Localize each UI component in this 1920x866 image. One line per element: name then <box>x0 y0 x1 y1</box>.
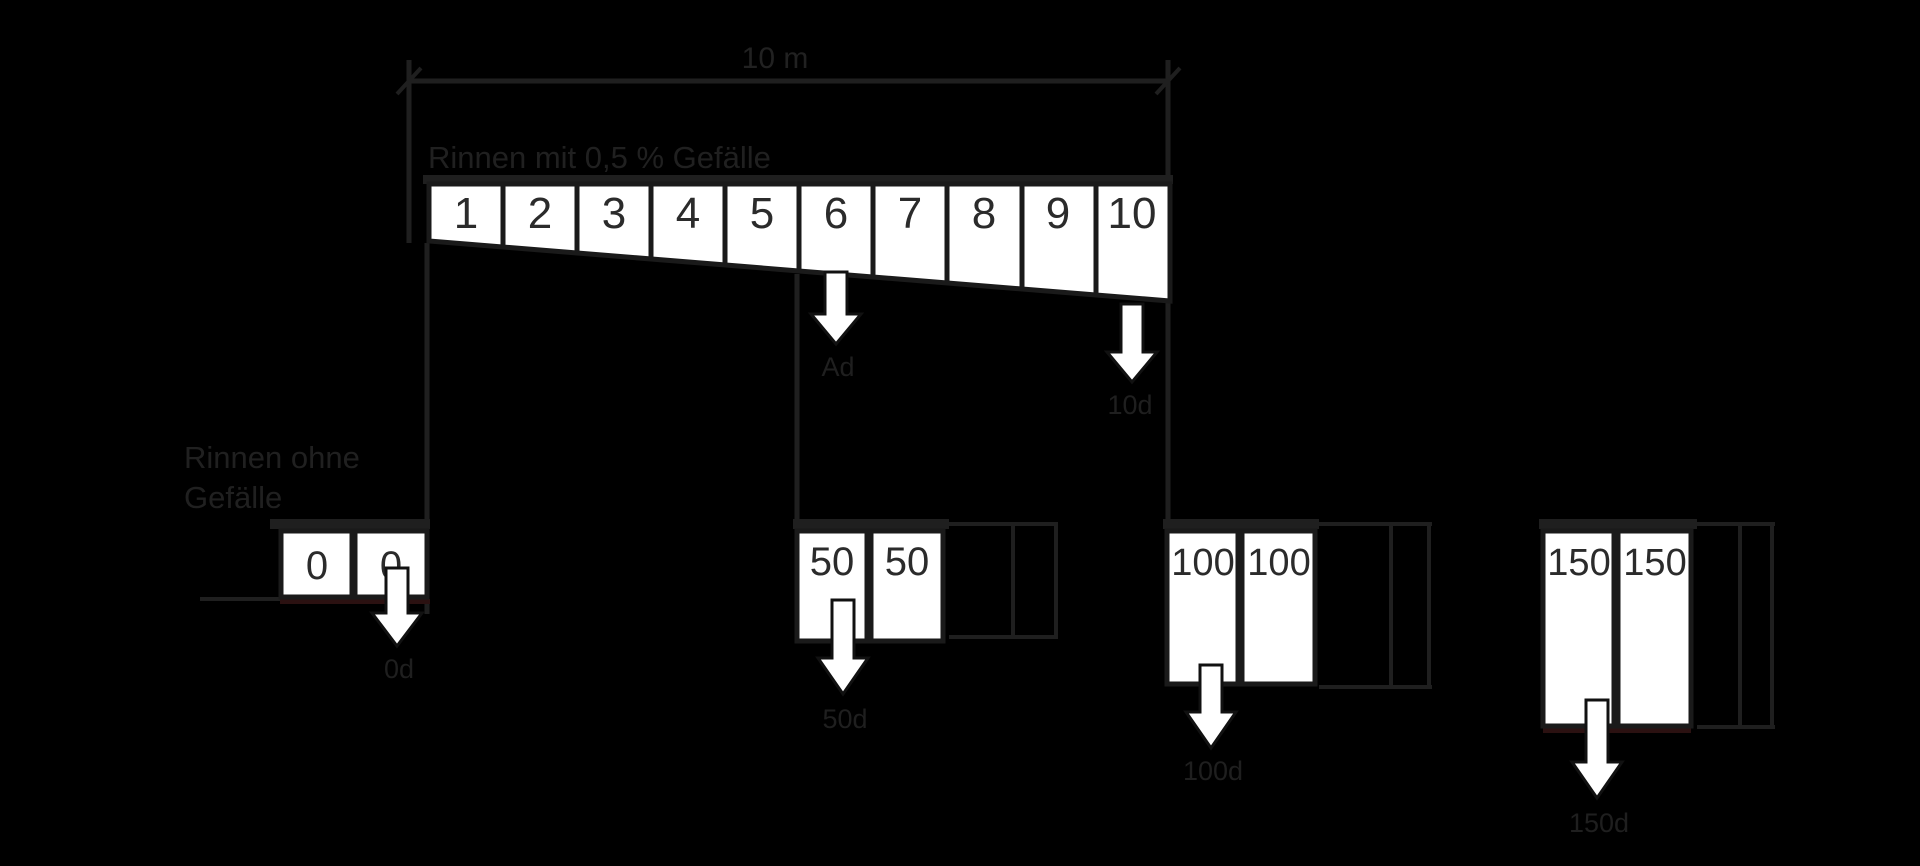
group150-cell-right <box>1615 528 1694 729</box>
cell-number-9: 9 <box>1046 189 1070 238</box>
group50-top-border <box>793 519 949 529</box>
outlet-label-end: 10d <box>1107 390 1152 420</box>
cell-number-6: 6 <box>824 189 848 238</box>
group150-cell-left <box>1540 528 1617 729</box>
group150-value-right: 150 <box>1623 542 1686 584</box>
cell-number-5: 5 <box>750 189 774 238</box>
cell-number-1: 1 <box>454 189 478 238</box>
group50-cell-right <box>868 528 946 644</box>
channel-strip-dividers <box>500 184 1099 296</box>
group0-artifact-line <box>280 599 430 604</box>
group100-value-left: 100 <box>1171 542 1234 584</box>
outlet-arrow-end-icon <box>1103 302 1161 385</box>
group100-outlet-label: 100d <box>1183 756 1243 786</box>
cell-number-4: 4 <box>676 189 700 238</box>
group150-value-left: 150 <box>1547 542 1610 584</box>
group150-top-border <box>1539 519 1697 529</box>
group0-value-left: 0 <box>306 544 328 588</box>
outlet-label-mid: Ad <box>821 352 854 382</box>
cell-number-3: 3 <box>602 189 626 238</box>
group50-outlet-label: 50d <box>822 704 867 734</box>
group100-cell-right <box>1239 528 1318 687</box>
channel-group-50: 50 50 50d <box>793 519 1058 734</box>
sloped-channels-title: Rinnen mit 0,5 % Gefälle <box>428 140 771 175</box>
group100-outlet-arrow-icon <box>1183 663 1239 751</box>
dimension-label: 10 m <box>742 42 809 75</box>
group0-top-border <box>270 519 430 529</box>
group150-outlet-arrow-icon <box>1569 698 1625 801</box>
cell-number-8: 8 <box>972 189 996 238</box>
group50-value-right: 50 <box>885 540 930 584</box>
channel-group-100: 100 100 100d <box>1163 519 1432 786</box>
dimension-tick-left <box>395 66 423 96</box>
dimension-tick-right <box>1154 66 1182 96</box>
flat-channels-title-line2: Gefälle <box>184 480 282 515</box>
channel-strip-numbers: 1 2 3 4 5 6 7 8 9 10 <box>454 189 1157 238</box>
cell-number-7: 7 <box>898 189 922 238</box>
group0-cell-left <box>278 528 355 600</box>
cell-number-2: 2 <box>528 189 552 238</box>
group100-value-right: 100 <box>1247 542 1310 584</box>
strip-top-border <box>423 175 1173 184</box>
group150-outlet-label: 150d <box>1569 808 1629 838</box>
flat-channels-title-line1: Rinnen ohne <box>184 440 360 475</box>
group0-outlet-arrow-icon <box>368 566 426 649</box>
channel-group-0: 0 0 0d <box>200 519 430 684</box>
group100-cell-left <box>1164 528 1241 687</box>
group100-top-border <box>1163 519 1319 529</box>
cell-number-10: 10 <box>1108 189 1157 238</box>
channel-group-150: 150 150 150d <box>1539 519 1775 838</box>
group150-artifact-line <box>1543 728 1691 733</box>
outlet-arrow-mid-icon <box>807 270 865 347</box>
group0-outlet-label: 0d <box>384 654 414 684</box>
group50-outlet-arrow-icon <box>815 598 871 697</box>
group50-value-left: 50 <box>810 540 855 584</box>
